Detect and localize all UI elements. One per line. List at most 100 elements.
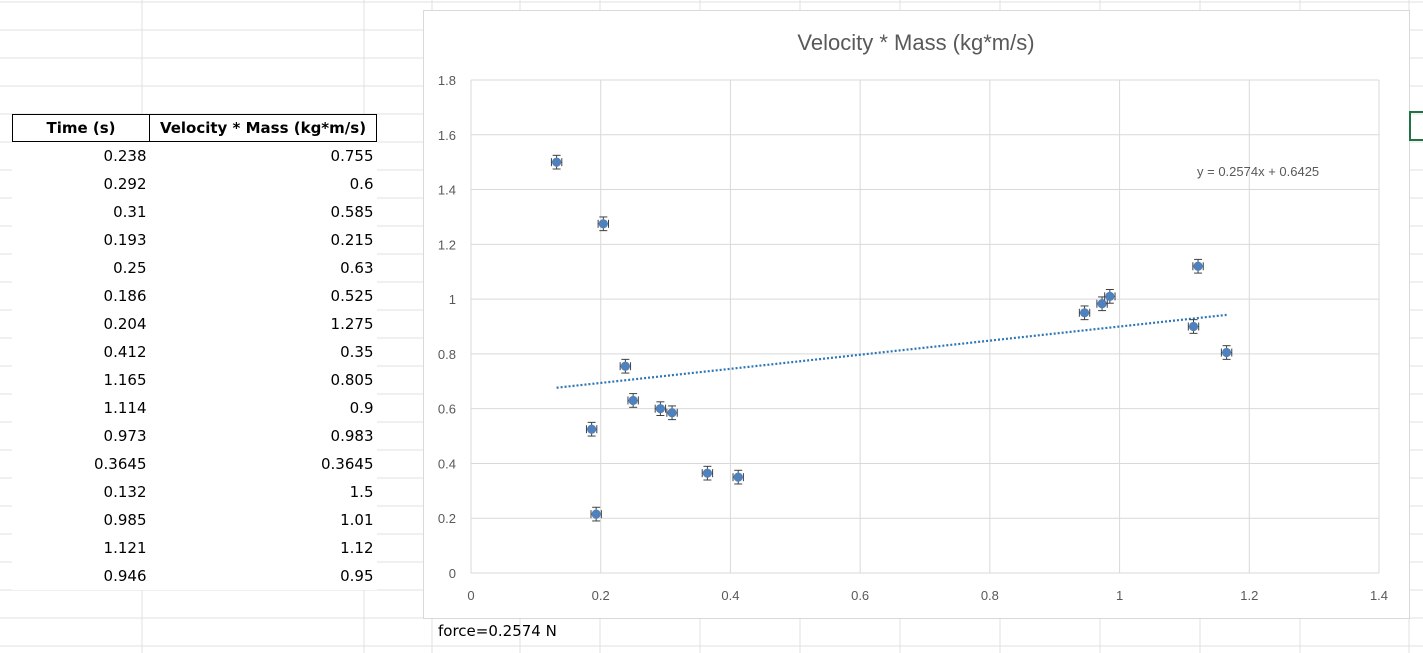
momentum-cell[interactable]: 0.95	[340, 567, 374, 585]
x-tick-label: 1.4	[1370, 588, 1388, 603]
momentum-cell[interactable]: 1.01	[340, 511, 374, 529]
point-marker[interactable]	[702, 468, 713, 478]
table-row: 0.412 0.35	[13, 338, 377, 366]
table-row: 0.973 0.983	[13, 422, 377, 450]
point-marker[interactable]	[667, 408, 677, 418]
time-cell[interactable]: 0.25	[113, 259, 147, 277]
x-tick-label: 0.6	[851, 588, 869, 603]
table-row: 1.121 1.12	[13, 534, 377, 562]
point-marker[interactable]	[733, 472, 743, 482]
momentum-cell[interactable]: 0.585	[330, 203, 374, 221]
column-header-momentum[interactable]: Velocity * Mass (kg*m/s)	[149, 114, 377, 142]
column-header-time[interactable]: Time (s)	[12, 114, 150, 142]
point-marker[interactable]	[1221, 347, 1232, 358]
time-cell[interactable]: 1.165	[103, 371, 147, 389]
point-marker[interactable]	[1193, 261, 1203, 271]
y-tick-label: 0.6	[438, 402, 456, 417]
time-cell[interactable]: 1.114	[103, 399, 147, 417]
time-cell[interactable]: 0.985	[103, 511, 147, 529]
table-header-row: Time (s) Velocity * Mass (kg*m/s)	[12, 114, 377, 142]
data-point[interactable]	[654, 401, 667, 417]
momentum-cell[interactable]: 1.275	[330, 315, 374, 333]
momentum-cell[interactable]: 0.215	[330, 231, 374, 249]
force-note-cell[interactable]: force=0.2574 N	[438, 622, 557, 640]
point-marker[interactable]	[598, 219, 608, 229]
time-cell[interactable]: 0.193	[103, 231, 147, 249]
table-row: 1.165 0.805	[13, 366, 377, 394]
data-point[interactable]	[1078, 305, 1091, 321]
data-point[interactable]	[1104, 289, 1116, 304]
time-cell[interactable]: 1.121	[103, 539, 147, 557]
time-cell[interactable]: 0.186	[103, 287, 147, 305]
table-row: 0.193 0.215	[13, 226, 377, 254]
data-point[interactable]	[590, 506, 602, 522]
table-row: 1.114 0.9	[13, 394, 377, 422]
data-point[interactable]	[701, 465, 714, 481]
y-tick-label: 1.6	[438, 128, 456, 143]
data-table: Time (s) Velocity * Mass (kg*m/s) 0.238 0…	[12, 114, 377, 590]
data-point[interactable]	[1096, 296, 1108, 312]
x-tick-label: 0.2	[592, 588, 610, 603]
point-marker[interactable]	[620, 361, 630, 371]
time-cell[interactable]: 0.946	[103, 567, 147, 585]
table-row: 0.985 1.01	[13, 506, 377, 534]
point-marker[interactable]	[1105, 291, 1115, 301]
data-point[interactable]	[619, 358, 632, 374]
momentum-cell[interactable]: 0.35	[340, 343, 374, 361]
momentum-cell[interactable]: 0.755	[330, 147, 374, 165]
data-point[interactable]	[550, 154, 563, 170]
data-point[interactable]	[627, 393, 639, 408]
table-row: 0.3645 0.3645	[13, 450, 377, 478]
table-row: 0.132 1.5	[13, 478, 377, 506]
time-cell[interactable]: 0.412	[103, 343, 147, 361]
data-point[interactable]	[1187, 319, 1200, 334]
time-cell[interactable]: 0.31	[113, 203, 147, 221]
point-marker[interactable]	[1097, 299, 1107, 309]
time-cell[interactable]: 0.204	[103, 315, 147, 333]
point-marker[interactable]	[1188, 321, 1199, 332]
trendline-equation[interactable]: y = 0.2574x + 0.6425	[1197, 164, 1319, 179]
chart-title[interactable]: Velocity * Mass (kg*m/s)	[797, 30, 1034, 55]
table-row: 0.204 1.275	[13, 310, 377, 338]
momentum-cell[interactable]: 0.525	[330, 287, 374, 305]
time-cell[interactable]: 0.132	[103, 483, 147, 501]
scatter-chart: 0 0.2 0.4 0.6 0.8 1 1.2 1.4 0 0.2 0.4 0.6 0.8 1 1.2 1.4…	[438, 30, 1388, 603]
data-point[interactable]	[666, 405, 678, 421]
x-tick-label: 1	[1116, 588, 1123, 603]
time-cell[interactable]: 0.238	[103, 147, 147, 165]
data-point[interactable]	[585, 421, 598, 437]
momentum-cell[interactable]: 0.983	[330, 427, 374, 445]
point-marker[interactable]	[587, 424, 597, 434]
momentum-cell[interactable]: 0.805	[330, 371, 374, 389]
data-point[interactable]	[1192, 258, 1204, 274]
table-row: 0.31 0.585	[13, 198, 377, 226]
momentum-cell[interactable]: 1.5	[349, 483, 374, 501]
momentum-cell[interactable]: 0.6	[349, 175, 374, 193]
point-marker[interactable]	[655, 404, 665, 414]
chart-area[interactable]: 0 0.2 0.4 0.6 0.8 1 1.2 1.4 0 0.2 0.4 0.6 0.8 1 1.2 1.4…	[423, 10, 1410, 619]
data-point[interactable]	[1220, 345, 1233, 360]
trendline[interactable]	[556, 313, 1227, 389]
point-marker[interactable]	[628, 395, 638, 406]
point-marker[interactable]	[591, 509, 601, 519]
data-point[interactable]	[732, 469, 744, 485]
momentum-cell[interactable]: 0.63	[340, 259, 374, 277]
momentum-cell[interactable]: 0.3645	[321, 455, 374, 473]
time-cell[interactable]: 0.973	[103, 427, 147, 445]
x-tick-label: 0.8	[981, 588, 999, 603]
momentum-cell[interactable]: 1.12	[340, 539, 374, 557]
y-tick-label: 0.8	[438, 347, 456, 362]
x-tick-label: 0	[467, 588, 474, 603]
y-tick-label: 0.4	[438, 456, 456, 471]
selected-cell-edge[interactable]	[1409, 111, 1423, 141]
momentum-cell[interactable]: 0.9	[349, 399, 374, 417]
time-cell[interactable]: 0.292	[103, 175, 147, 193]
table-body: 0.238 0.755 0.292 0.6 0.31 0.585 0.193 0.215 0.2…	[13, 142, 377, 591]
y-tick-label: 1.8	[438, 73, 456, 88]
point-marker[interactable]	[1079, 308, 1090, 318]
y-tick-label: 0.2	[438, 511, 456, 526]
point-marker[interactable]	[552, 157, 562, 167]
data-point[interactable]	[597, 216, 609, 232]
y-tick-label: 1.2	[438, 237, 456, 252]
time-cell[interactable]: 0.3645	[94, 455, 147, 473]
